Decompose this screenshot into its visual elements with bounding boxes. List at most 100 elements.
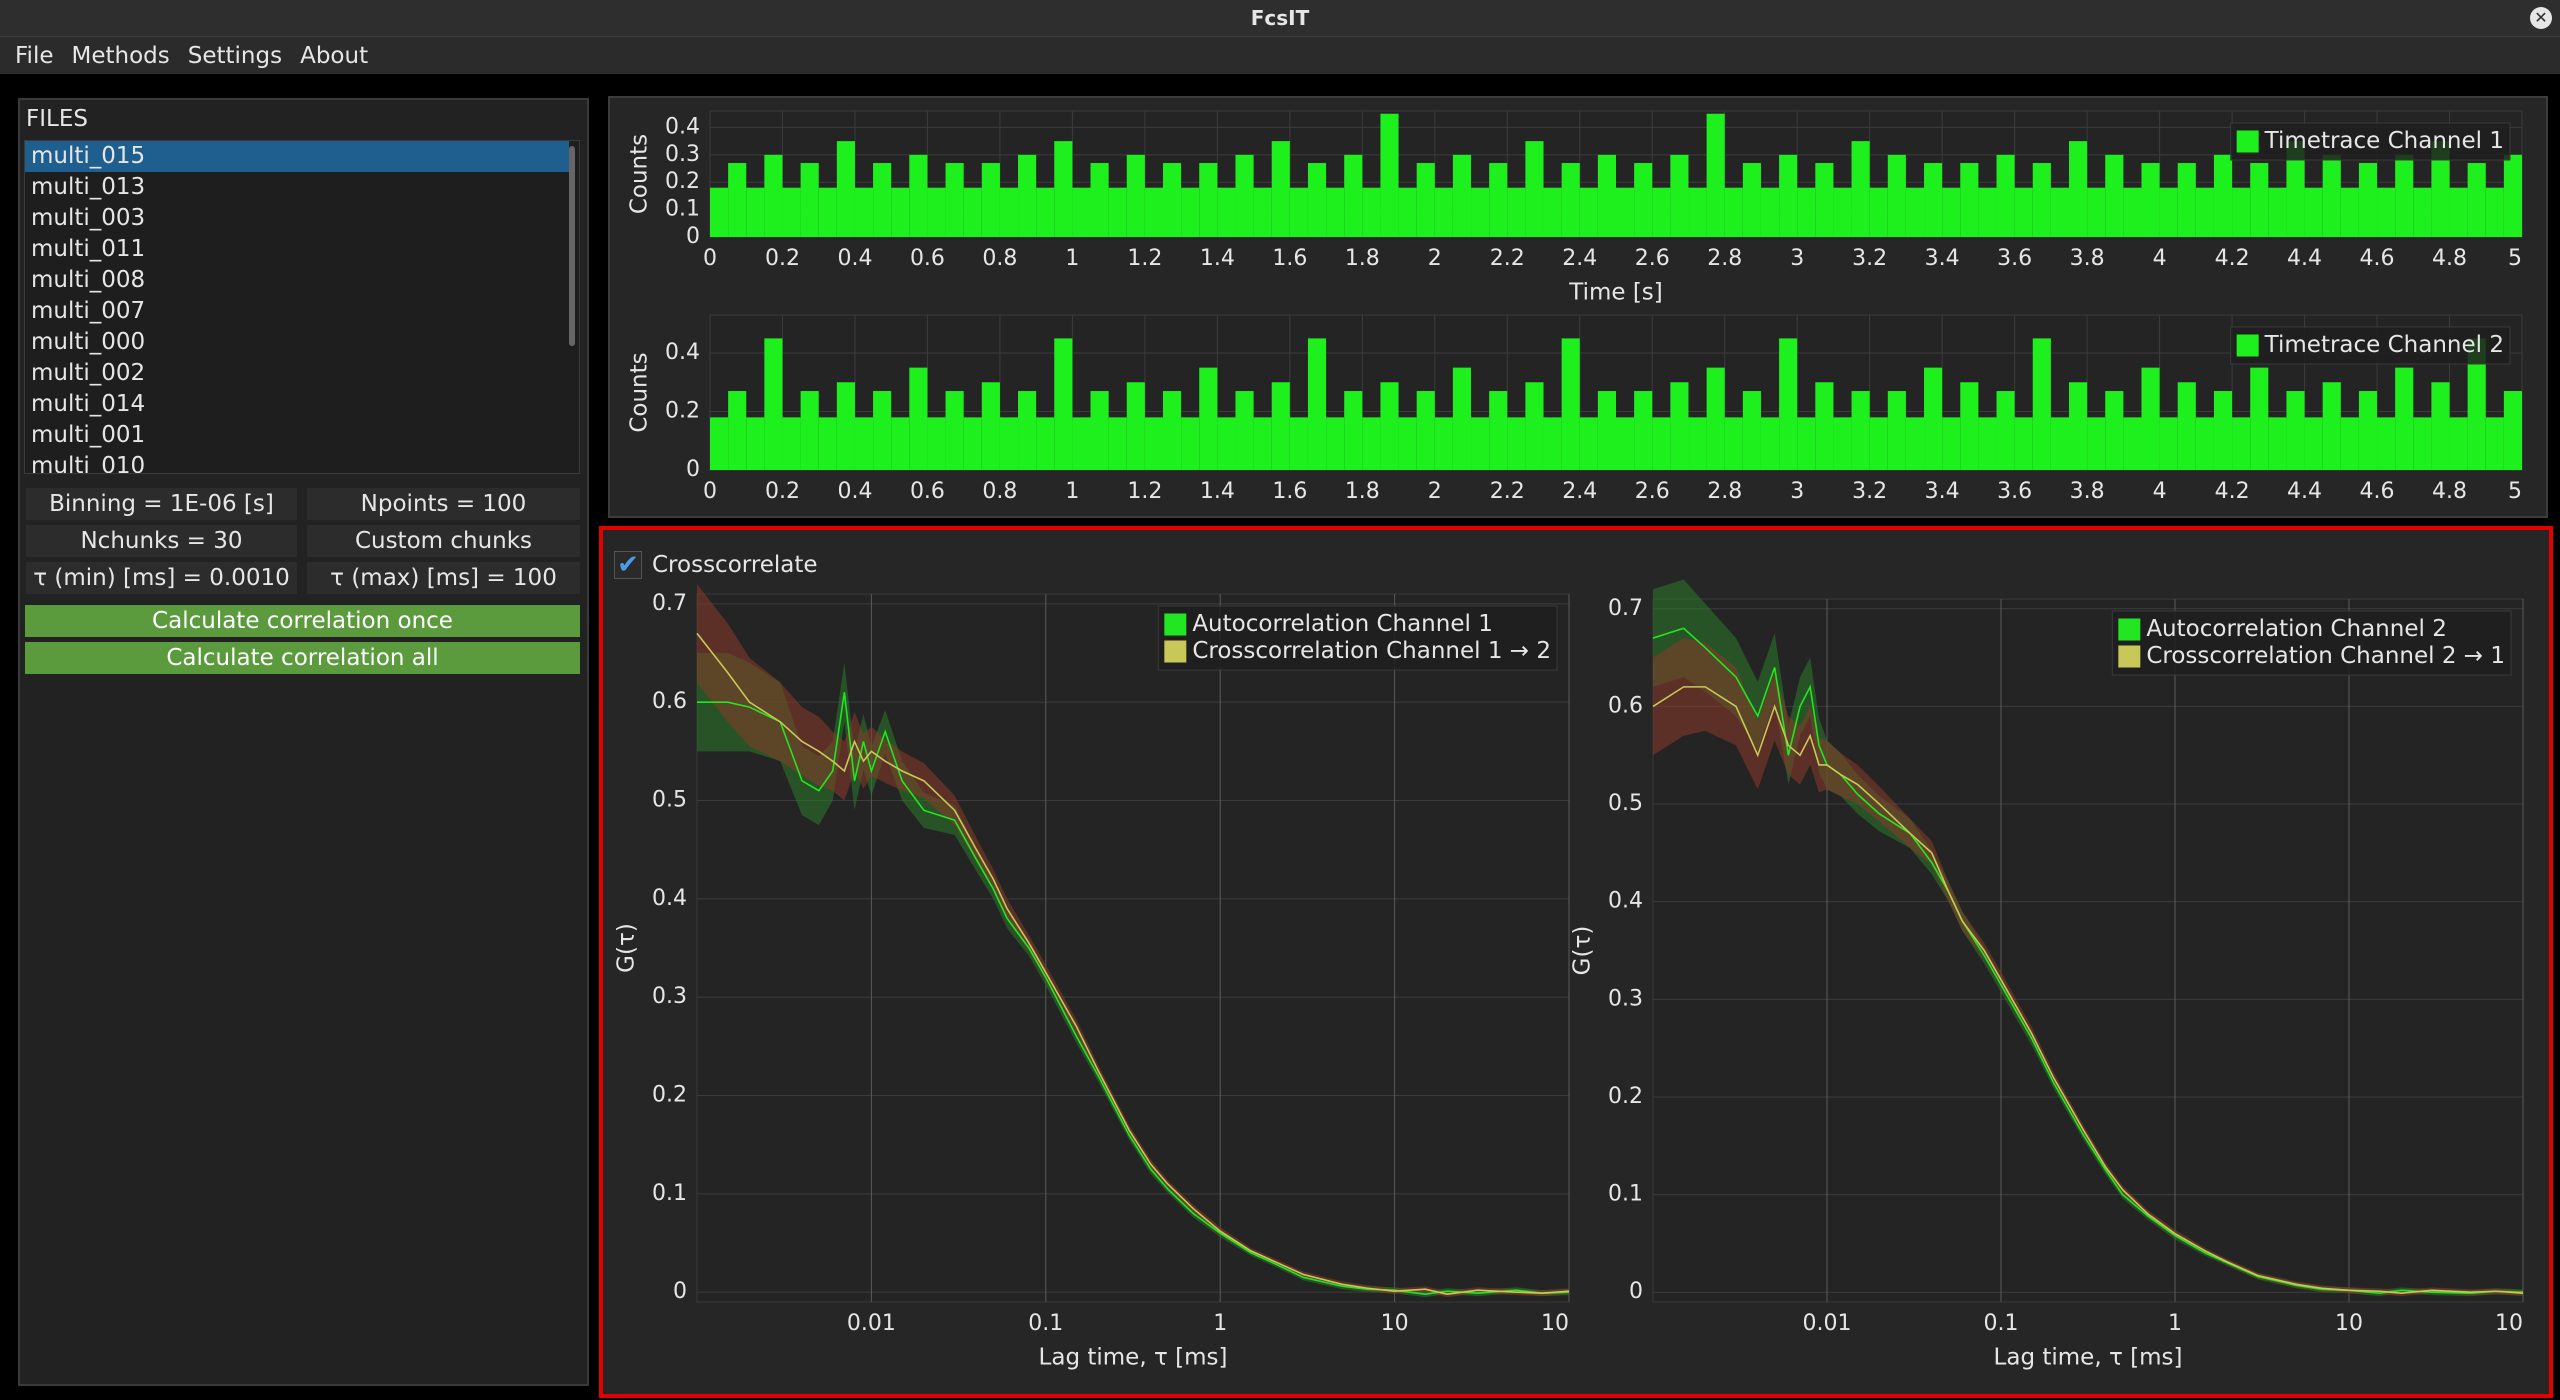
file-item[interactable]: multi_001 — [31, 422, 146, 448]
y-tick-label: 0.3 — [652, 984, 687, 1009]
x-tick-label: 0.01 — [1803, 1311, 1852, 1336]
checkbox-label[interactable]: Crosscorrelate — [652, 552, 818, 578]
bar — [2322, 154, 2341, 237]
bar — [1416, 391, 1435, 470]
legend-swatch — [2236, 334, 2259, 357]
bar — [1942, 187, 1961, 237]
bar — [746, 417, 765, 470]
x-tick-label: 3.6 — [1997, 479, 2032, 504]
bar — [1851, 141, 1870, 237]
file-item[interactable]: multi_011 — [31, 236, 146, 262]
bar — [2177, 382, 2196, 470]
bar — [1905, 187, 1925, 237]
file-item[interactable]: multi_015 — [25, 141, 569, 172]
bar — [1960, 382, 1979, 470]
bar — [1561, 163, 1580, 237]
menu-bar: File Methods Settings About — [0, 36, 2560, 74]
bar — [1670, 154, 1689, 237]
file-item[interactable]: multi_013 — [31, 174, 146, 200]
file-item[interactable]: multi_008 — [31, 267, 146, 293]
y-tick-label: 0.2 — [665, 399, 700, 424]
menu-item[interactable]: About — [300, 42, 369, 69]
file-item[interactable]: multi_007 — [31, 298, 146, 324]
bar — [981, 163, 1000, 237]
bar — [2159, 187, 2178, 237]
y-tick-label: 0.5 — [1608, 791, 1643, 816]
bar — [2304, 187, 2323, 237]
x-tick-label: 1 — [1065, 246, 1079, 271]
x-tick-label: 1 — [1213, 1311, 1227, 1336]
button[interactable]: Calculate correlation once — [25, 605, 580, 637]
bar — [999, 417, 1019, 470]
error-band — [1653, 638, 2523, 1297]
bar — [1126, 154, 1145, 237]
close-button[interactable]: ✕ — [2530, 7, 2552, 29]
bar — [1688, 187, 1707, 237]
checkbox[interactable]: ✔ — [614, 551, 642, 579]
bar — [836, 382, 855, 470]
bar — [1380, 382, 1399, 470]
bar — [764, 338, 783, 470]
bar — [1217, 417, 1236, 470]
parameter[interactable]: Binning = 1E-06 [s] — [26, 488, 297, 520]
bar — [2467, 338, 2486, 470]
bar — [1833, 187, 1852, 237]
bar — [2232, 417, 2251, 470]
file-item[interactable]: multi_010 — [31, 453, 146, 474]
bar — [2050, 187, 2069, 237]
file-item[interactable]: multi_002 — [31, 360, 146, 386]
bar — [1199, 163, 1218, 237]
file-item[interactable]: multi_003 — [31, 205, 146, 231]
bar — [2358, 391, 2378, 470]
bar — [963, 417, 982, 470]
bar — [1797, 417, 1816, 470]
bar — [1507, 187, 1526, 237]
legend-swatch — [2118, 645, 2141, 668]
bar — [1217, 187, 1236, 237]
scrollbar[interactable] — [569, 146, 575, 346]
x-tick-label: 2.6 — [1635, 246, 1670, 271]
bar — [1760, 187, 1780, 237]
legend-box — [1157, 605, 1558, 671]
bar — [1326, 187, 1345, 237]
bar — [1108, 417, 1127, 470]
error-band — [697, 584, 1569, 1298]
parameter[interactable]: Npoints = 100 — [307, 488, 580, 520]
x-tick-label: 3.8 — [2070, 246, 2105, 271]
bar — [818, 417, 837, 470]
bar — [1471, 187, 1490, 237]
x-tick-label: 0.8 — [982, 246, 1017, 271]
x-tick-label: 0.6 — [910, 479, 945, 504]
menu-item[interactable]: Settings — [187, 42, 283, 69]
menu-item[interactable]: Methods — [71, 42, 170, 69]
bar — [981, 382, 1000, 470]
parameter[interactable]: τ (min) [ms] = 0.0010 — [26, 562, 297, 594]
bar — [1996, 154, 2015, 237]
bar — [1144, 417, 1163, 470]
bar — [2431, 382, 2450, 470]
bar — [2195, 187, 2214, 237]
parameter[interactable]: Custom chunks — [307, 525, 580, 557]
bar — [1108, 187, 1127, 237]
parameter[interactable]: τ (max) [ms] = 100 — [307, 562, 580, 594]
button[interactable]: Calculate correlation all — [25, 642, 580, 674]
bar — [2213, 154, 2233, 237]
bar — [1181, 187, 1200, 237]
bar — [1706, 113, 1725, 237]
y-tick-label: 0 — [686, 224, 700, 249]
file-item[interactable]: multi_014 — [31, 391, 146, 417]
y-tick-label: 0.4 — [665, 114, 700, 139]
y-tick-label: 0.6 — [1608, 693, 1643, 718]
parameter[interactable]: Nchunks = 30 — [26, 525, 297, 557]
legend-swatch — [1164, 640, 1187, 663]
bar — [945, 163, 964, 237]
menu-item[interactable]: File — [15, 42, 54, 69]
x-tick-label: 2.2 — [1490, 246, 1525, 271]
bar — [1760, 417, 1780, 470]
x-tick-label: 3 — [1790, 479, 1804, 504]
bar — [1090, 391, 1109, 470]
x-tick-label: 0.4 — [837, 479, 872, 504]
bar — [1344, 154, 1363, 237]
file-item[interactable]: multi_000 — [31, 329, 146, 355]
